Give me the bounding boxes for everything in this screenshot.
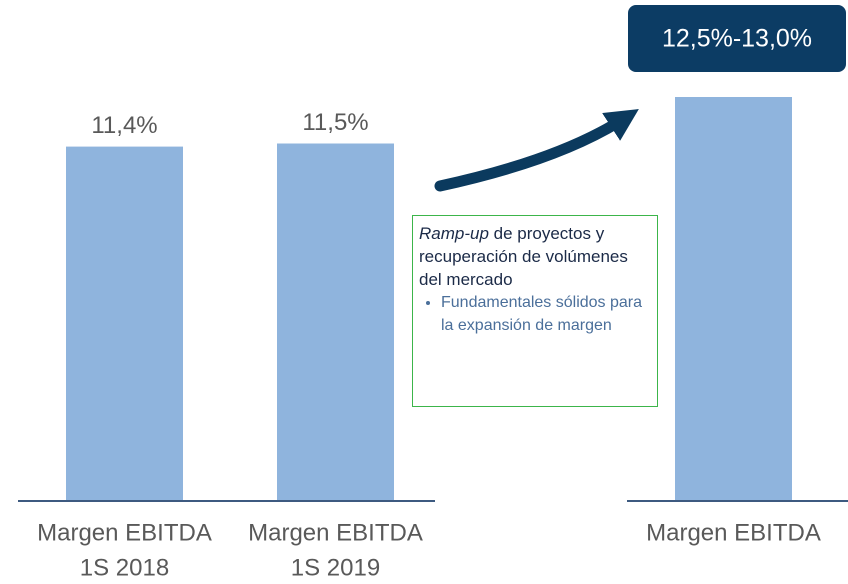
annotation-box: Ramp-up de proyectos y recuperación de v… xyxy=(412,215,658,407)
x-tick-label: Margen EBITDA xyxy=(248,519,423,546)
x-tick-label: 1S 2019 xyxy=(291,554,380,581)
bullet: Fundamentales sólidos para la expansión … xyxy=(441,291,651,337)
bar xyxy=(675,97,792,500)
bullet-list: Fundamentales sólidos para la expansión … xyxy=(419,291,651,337)
x-tick-label: Margen EBITDA xyxy=(646,519,821,546)
x-tick-label: 1S 2018 xyxy=(80,554,169,581)
annotation-heading: Ramp-up de proyectos y recuperación de v… xyxy=(419,222,651,291)
bar xyxy=(277,143,394,500)
x-tick-label: Margen EBITDA xyxy=(37,519,212,546)
trend-arrow xyxy=(434,109,639,192)
bar xyxy=(66,146,183,500)
value-label-box xyxy=(628,5,846,72)
value-label: 11,5% xyxy=(302,109,368,136)
value-label: 12,5%-13,0% xyxy=(662,25,812,53)
value-label: 11,4% xyxy=(91,112,157,139)
annotation-text: de proyectos y recuperación de volúmenes… xyxy=(419,224,628,289)
annotation-italic: Ramp-up xyxy=(419,224,489,243)
